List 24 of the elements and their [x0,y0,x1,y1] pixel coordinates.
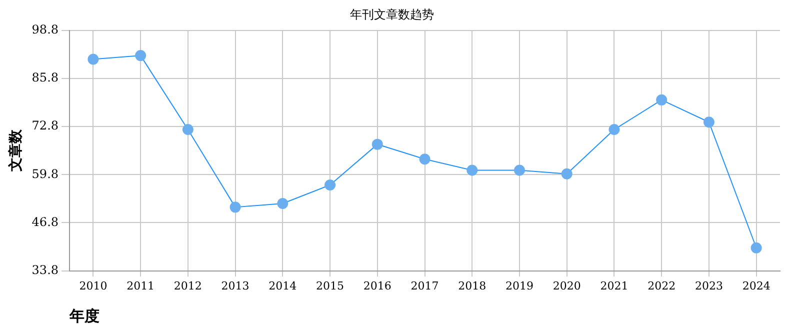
x-tick-label: 2021 [600,279,628,292]
x-tick-label: 2013 [221,279,250,292]
x-tick-label: 2024 [742,279,770,292]
x-tick-label: 2011 [126,279,155,292]
x-tick-label: 2015 [316,279,344,292]
x-tick-label: 2016 [363,279,392,292]
y-axis-title: 文章数 [7,128,24,173]
y-tick-label: 59.8 [32,166,59,181]
x-tick-label: 2017 [410,279,439,292]
x-axis-title: 年度 [68,306,100,325]
x-tick-label: 2014 [268,279,297,292]
x-tick-label: 2019 [505,279,534,292]
y-tick-label: 46.8 [32,214,59,229]
x-tick-label: 2022 [648,279,676,292]
x-tick-label: 2010 [79,279,108,292]
y-tick-label: 85.8 [32,70,59,85]
x-tick-label: 2012 [174,279,202,292]
y-tick-label: 72.8 [32,118,59,133]
chart-title: 年刊文章数趋势 [350,7,434,22]
y-tick-label: 33.8 [32,262,59,277]
y-tick-label: 98.8 [32,22,59,37]
x-tick-label: 2020 [552,279,581,292]
x-tick-label: 2023 [694,279,723,292]
x-tick-label: 2018 [458,279,486,292]
